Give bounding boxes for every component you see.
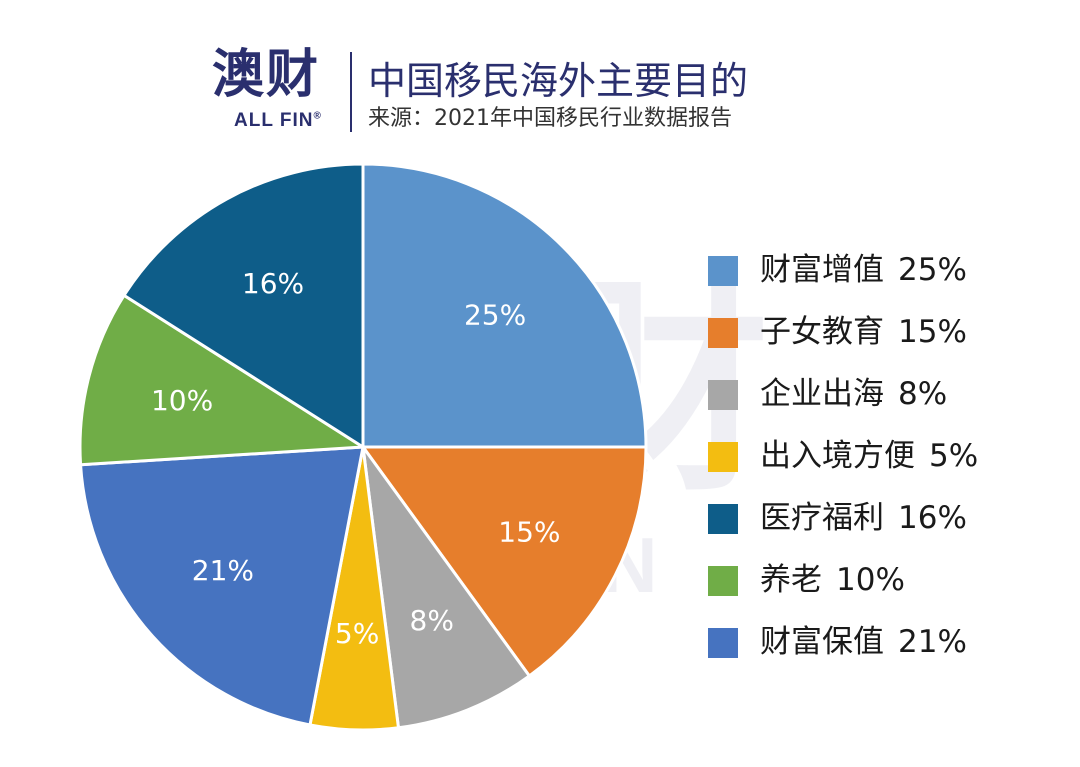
legend-swatch	[708, 628, 738, 658]
pie-slice-财富保值	[78, 445, 365, 727]
pie-data-label: 25%	[464, 298, 526, 331]
legend-swatch	[708, 566, 738, 596]
logo-english-text: ALL FIN®	[234, 110, 322, 131]
pie-data-label: 21%	[192, 554, 254, 587]
legend-swatch	[708, 380, 738, 410]
legend-label: 财富增值 25%	[760, 252, 967, 288]
pie-data-label: 16%	[242, 267, 304, 300]
pie-data-label: 10%	[151, 384, 213, 417]
chart-title: 中国移民海外主要目的	[368, 59, 749, 103]
allfin-logo: 澳财 ALL FIN®	[212, 44, 342, 136]
pie-slice-养老	[78, 293, 368, 467]
legend-label: 企业出海 8%	[760, 376, 948, 412]
legend-swatch	[708, 442, 738, 472]
pie-data-label: 5%	[335, 617, 379, 650]
logo-chinese-text: 澳财	[212, 45, 321, 105]
legend-label: 养老 10%	[760, 562, 905, 598]
chart-source: 来源：2021年中国移民行业数据报告	[368, 106, 732, 131]
pie-slice-子女教育	[360, 445, 648, 679]
legend-swatch	[708, 504, 738, 534]
legend-label: 财富保值 21%	[760, 624, 967, 660]
registered-mark: ®	[313, 110, 322, 122]
legend-swatch	[708, 256, 738, 286]
pie-data-label: 8%	[410, 604, 454, 637]
legend-label: 出入境方便 5%	[760, 438, 979, 474]
legend-label: 医疗福利 16%	[760, 500, 967, 536]
legend-label: 子女教育 15%	[760, 314, 967, 350]
pie-slice-财富增值	[361, 162, 648, 449]
pie-data-label: 15%	[498, 515, 560, 548]
legend-swatch	[708, 318, 738, 348]
pie-slice-医疗福利	[121, 162, 365, 450]
pie-slice-企业出海	[361, 446, 532, 730]
header-divider	[350, 52, 352, 132]
